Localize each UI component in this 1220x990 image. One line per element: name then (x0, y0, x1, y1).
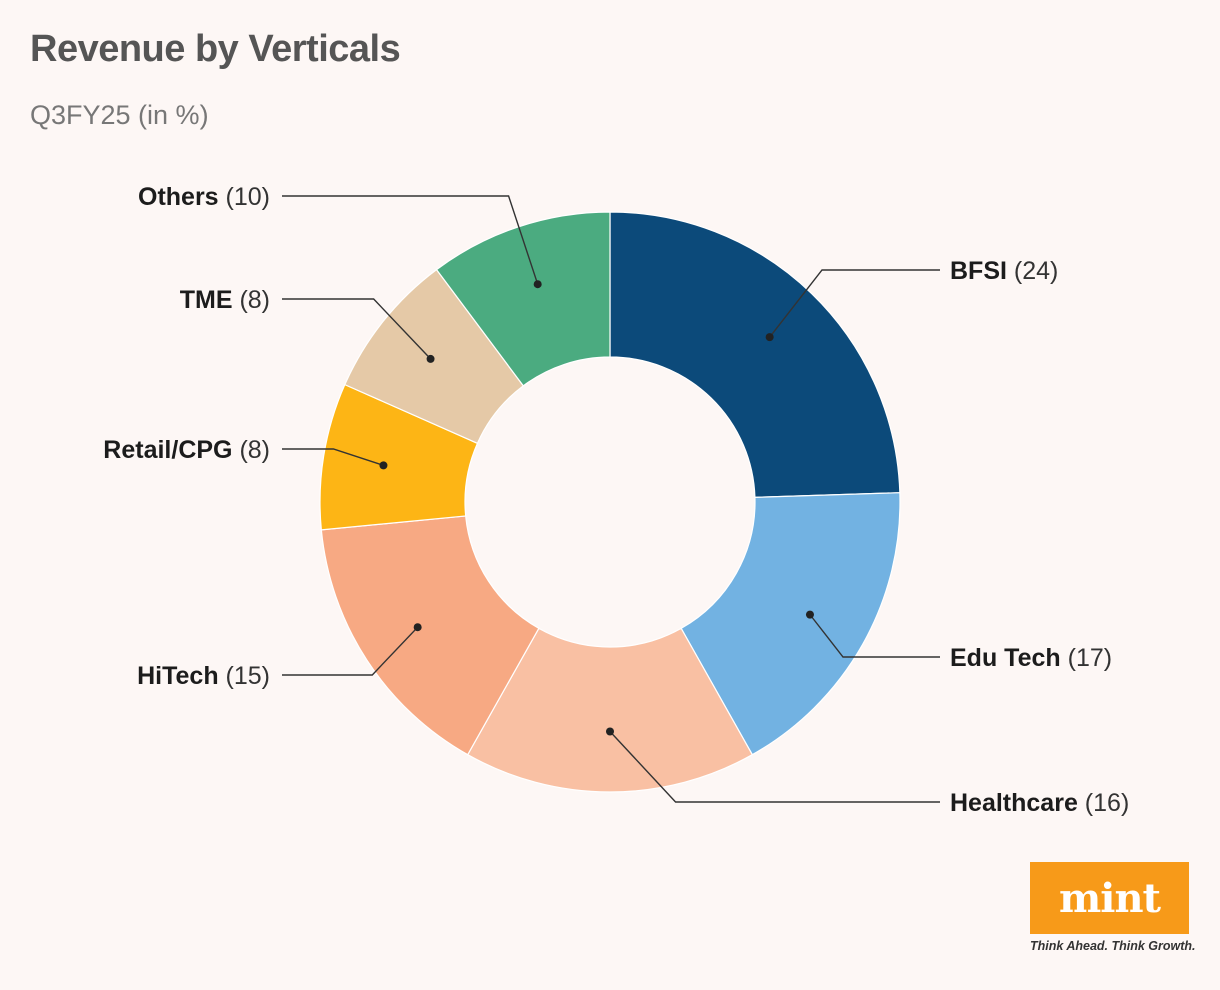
label-tme: TME (8) (180, 286, 270, 314)
leader-line-edu-tech (809, 614, 940, 658)
leader-dot-others (533, 280, 542, 289)
mint-logo-text: mint (1058, 874, 1161, 922)
label-name-hitech: HiTech (137, 662, 219, 690)
leaders-group (282, 195, 940, 803)
label-bfsi: BFSI (24) (950, 257, 1058, 285)
leader-dot-bfsi (765, 333, 774, 342)
label-name-edu-tech: Edu Tech (950, 644, 1061, 672)
leader-line-others (282, 195, 539, 285)
label-name-retail-cpg: Retail/CPG (103, 436, 232, 464)
leader-line-healthcare (609, 731, 940, 803)
leader-line-retail-cpg (282, 448, 384, 467)
label-value-tme: (8) (233, 286, 271, 314)
label-others: Others (10) (138, 183, 270, 211)
slices-group (319, 211, 901, 793)
leader-dot-tme (426, 354, 435, 363)
label-edu-tech: Edu Tech (17) (950, 644, 1112, 672)
labels-group: BFSI (24) Edu Tech (17) Healthcare (16) HiT… (103, 183, 1129, 817)
slice-bfsi (609, 211, 901, 498)
label-healthcare: Healthcare (16) (950, 789, 1129, 817)
slice-others (435, 211, 611, 387)
leader-line-hitech (282, 626, 419, 676)
label-retail-cpg: Retail/CPG (8) (103, 436, 270, 464)
label-name-tme: TME (180, 286, 233, 314)
leader-dot-hitech (413, 623, 422, 632)
leader-line-bfsi (769, 269, 940, 338)
chart-title: Revenue by Verticals (30, 28, 401, 70)
label-value-hitech: (15) (219, 662, 270, 690)
label-value-others: (10) (219, 183, 270, 211)
label-name-others: Others (138, 183, 219, 211)
leader-dot-healthcare (606, 727, 614, 736)
label-value-healthcare: (16) (1078, 789, 1129, 817)
label-value-bfsi: (24) (1007, 257, 1058, 285)
slice-edu-tech (680, 492, 901, 756)
label-value-edu-tech: (17) (1061, 644, 1112, 672)
slice-healthcare (466, 627, 754, 793)
leader-dot-retail-cpg (379, 461, 388, 470)
slice-hitech (320, 515, 540, 756)
label-value-retail-cpg: (8) (233, 436, 271, 464)
mint-logo: mint (1030, 862, 1189, 934)
leader-line-tme (282, 298, 432, 360)
chart-subtitle: Q3FY25 (in %) (30, 100, 209, 130)
label-name-healthcare: Healthcare (950, 789, 1078, 817)
brand-tagline: Think Ahead. Think Growth. (1030, 939, 1196, 953)
label-hitech: HiTech (15) (137, 662, 270, 690)
leader-dot-edu-tech (805, 610, 814, 619)
label-name-bfsi: BFSI (950, 257, 1007, 285)
